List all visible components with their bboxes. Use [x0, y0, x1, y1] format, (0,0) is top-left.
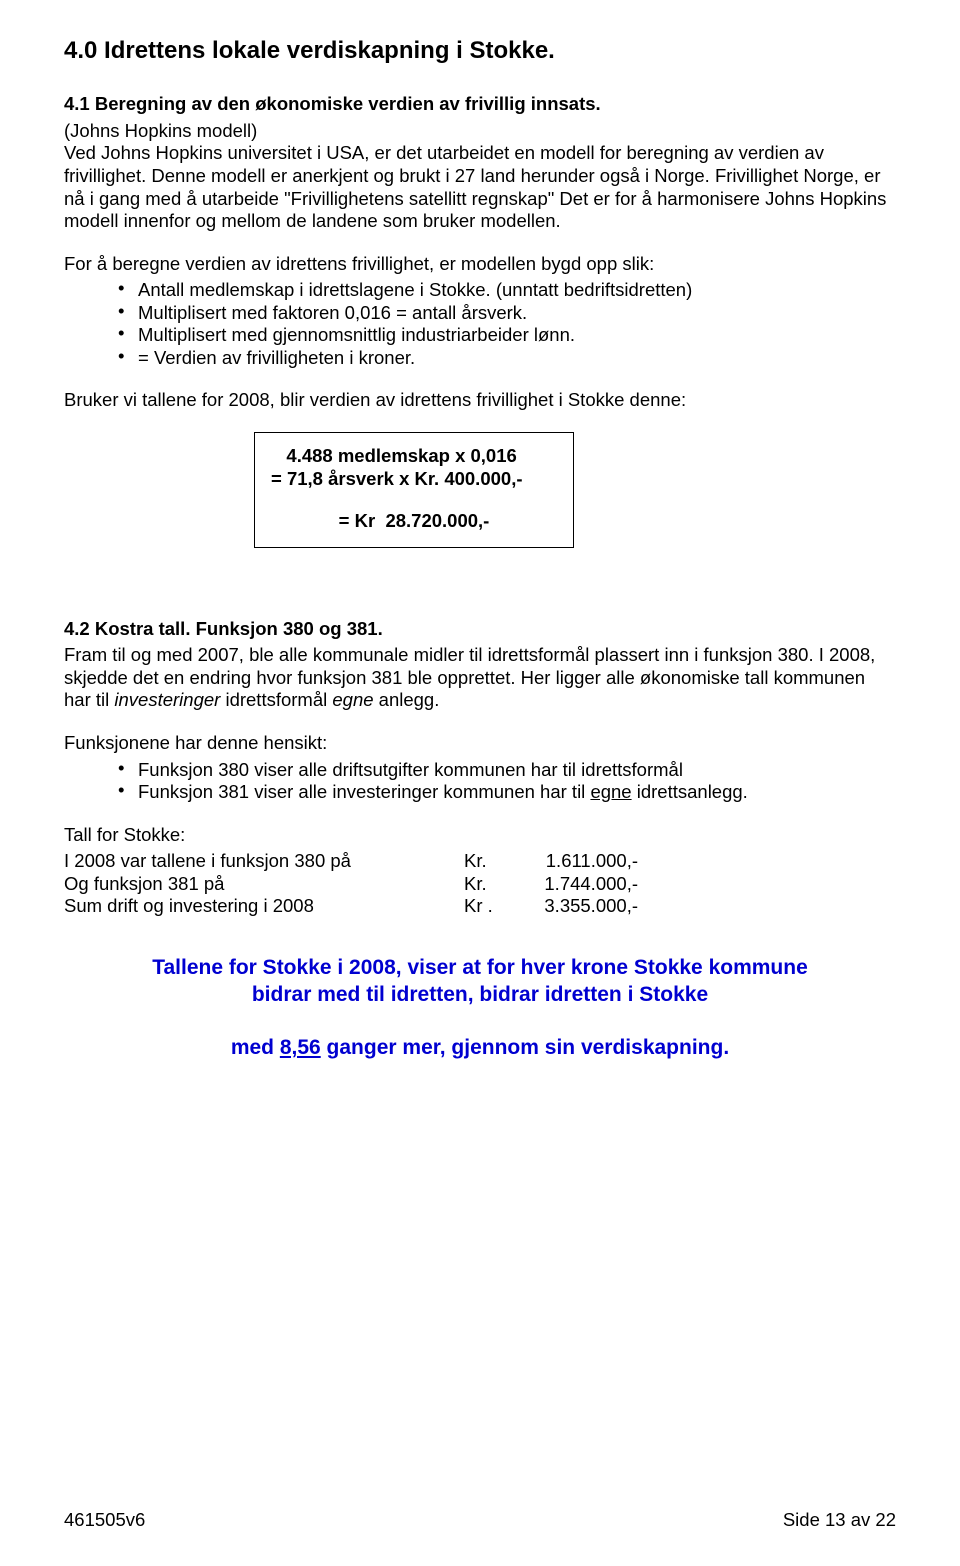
calc-line-2: = 71,8 årsverk x Kr. 400.000,-: [271, 468, 557, 491]
calculation-box: 4.488 medlemskap x 0,016 = 71,8 årsverk …: [254, 432, 574, 548]
footer-right: Side 13 av 22: [783, 1509, 896, 1532]
footer-left: 461505v6: [64, 1509, 145, 1532]
section-4-1-para3: Bruker vi tallene for 2008, blir verdien…: [64, 389, 896, 412]
section-4-2-para1: Fram til og med 2007, ble alle kommunale…: [64, 644, 896, 712]
list-item: Multiplisert med gjennomsnittlig industr…: [118, 324, 896, 347]
calc-result: = Kr 28.720.000,-: [271, 510, 557, 533]
section-4-1-title: 4.1 Beregning av den økonomiske verdien …: [64, 93, 896, 116]
tall-intro: Tall for Stokke:: [64, 824, 896, 847]
list-item: = Verdien av frivilligheten i kroner.: [118, 347, 896, 370]
list-item: Funksjon 380 viser alle driftsutgifter k…: [118, 759, 896, 782]
list-item: Funksjon 381 viser alle investeringer ko…: [118, 781, 896, 804]
summary-highlight: Tallene for Stokke i 2008, viser at for …: [64, 954, 896, 1062]
model-bullet-list: Antall medlemskap i idrettslagene i Stok…: [64, 279, 896, 369]
page-title: 4.0 Idrettens lokale verdiskapning i Sto…: [64, 36, 896, 65]
section-4-1-para2: For å beregne verdien av idrettens frivi…: [64, 253, 896, 276]
table-row: Og funksjon 381 på Kr. 1.744.000,-: [64, 873, 896, 896]
tall-table: I 2008 var tallene i funksjon 380 på Kr.…: [64, 850, 896, 918]
section-4-2-title: 4.2 Kostra tall. Funksjon 380 og 381.: [64, 618, 896, 641]
funksjoner-intro: Funksjonene har denne hensikt:: [64, 732, 896, 755]
list-item: Antall medlemskap i idrettslagene i Stok…: [118, 279, 896, 302]
table-row: I 2008 var tallene i funksjon 380 på Kr.…: [64, 850, 896, 873]
table-row: Sum drift og investering i 2008 Kr . 3.3…: [64, 895, 896, 918]
page-footer: 461505v6 Side 13 av 22: [64, 1509, 896, 1532]
calc-line-1: 4.488 medlemskap x 0,016: [271, 445, 557, 468]
list-item: Multiplisert med faktoren 0,016 = antall…: [118, 302, 896, 325]
section-4-1-para1: (Johns Hopkins modell) Ved Johns Hopkins…: [64, 120, 896, 233]
funksjoner-list: Funksjon 380 viser alle driftsutgifter k…: [64, 759, 896, 804]
